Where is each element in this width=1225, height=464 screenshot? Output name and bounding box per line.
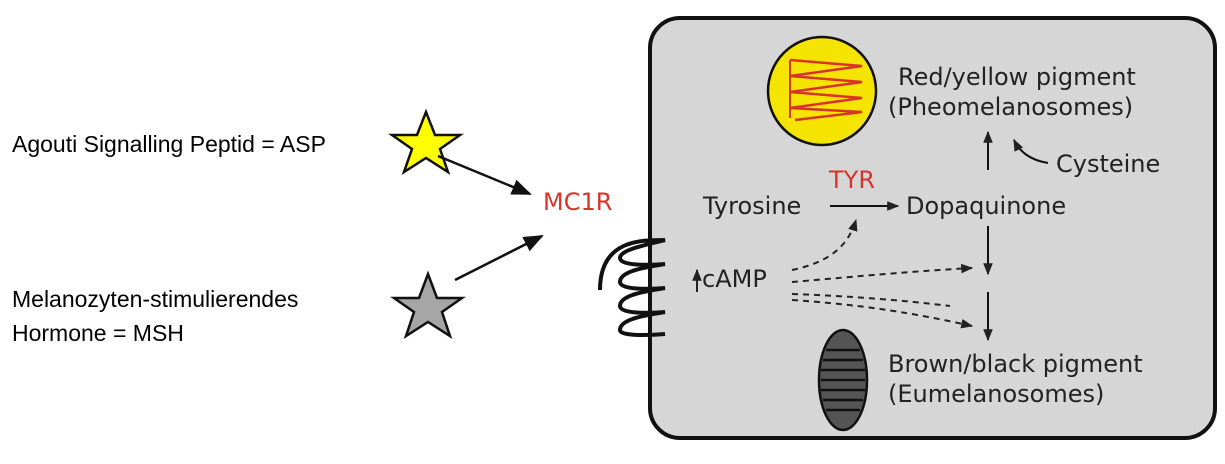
msh-star-icon: [390, 270, 466, 339]
msh-label-line2: Hormone = MSH: [12, 320, 184, 346]
pheomelanin-label-line1: Red/yellow pigment: [898, 63, 1136, 91]
msh-label-line1: Melanozyten-stimulierendes: [12, 286, 298, 312]
tyrosine-label: Tyrosine: [702, 192, 801, 220]
camp-to-pathway-dashed-arrow-2: [791, 293, 951, 307]
cysteine-arrow: [1013, 138, 1049, 164]
mc1r-label: MC1R: [543, 188, 612, 216]
camp-label: cAMP: [702, 265, 767, 293]
eumelanin-label-line2: (Eumelanosomes): [888, 380, 1104, 408]
tyr-enzyme-label: TYR: [828, 166, 875, 194]
asp-to-mc1r-arrow: [437, 154, 532, 196]
asp-label: Agouti Signalling Peptid = ASP: [12, 131, 326, 157]
msh-to-mc1r-arrow: [454, 234, 544, 282]
eumelanosome-stripes: [821, 348, 865, 412]
eumelanin-label-line1: Brown/black pigment: [888, 350, 1143, 378]
camp-to-pathway-dashed-arrow-1: [791, 263, 974, 283]
camp-to-tyr-dashed-arrow: [791, 218, 858, 271]
asp-star-icon: [388, 108, 464, 175]
dopaquinone-label: Dopaquinone: [906, 192, 1066, 220]
pheomelanin-label-line2: (Pheomelanosomes): [888, 93, 1133, 121]
camp-to-eumelanin-dashed-arrow: [791, 299, 974, 329]
pheomelanosome-icon: [766, 35, 878, 147]
mc1r-receptor-coil: [598, 238, 666, 337]
cysteine-label: Cysteine: [1056, 150, 1160, 178]
